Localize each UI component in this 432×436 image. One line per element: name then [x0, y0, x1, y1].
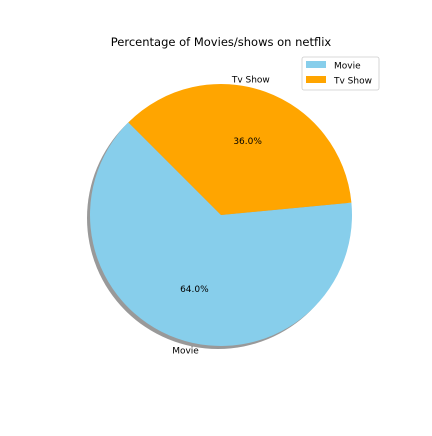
pct-label-movie: 64.0%: [180, 285, 209, 295]
category-label-tv-show: Tv Show: [231, 75, 270, 85]
chart-title: Percentage of Movies/shows on netflix: [111, 35, 332, 49]
pct-label-tv-show: 36.0%: [233, 137, 262, 147]
pie-slice-tv-show: [128, 84, 352, 216]
chart-legend: Movie Tv Show: [301, 56, 380, 91]
pie-slice-movie: [89, 122, 352, 346]
legend-label-tv-show: Tv Show: [333, 77, 372, 87]
pie-slices: 64.0% Movie 36.0% Tv Show: [87, 75, 352, 357]
legend-swatch-tv-show: [306, 76, 326, 83]
category-label-movie: Movie: [172, 347, 199, 357]
legend-label-movie: Movie: [334, 62, 361, 72]
legend-swatch-movie: [306, 61, 326, 68]
